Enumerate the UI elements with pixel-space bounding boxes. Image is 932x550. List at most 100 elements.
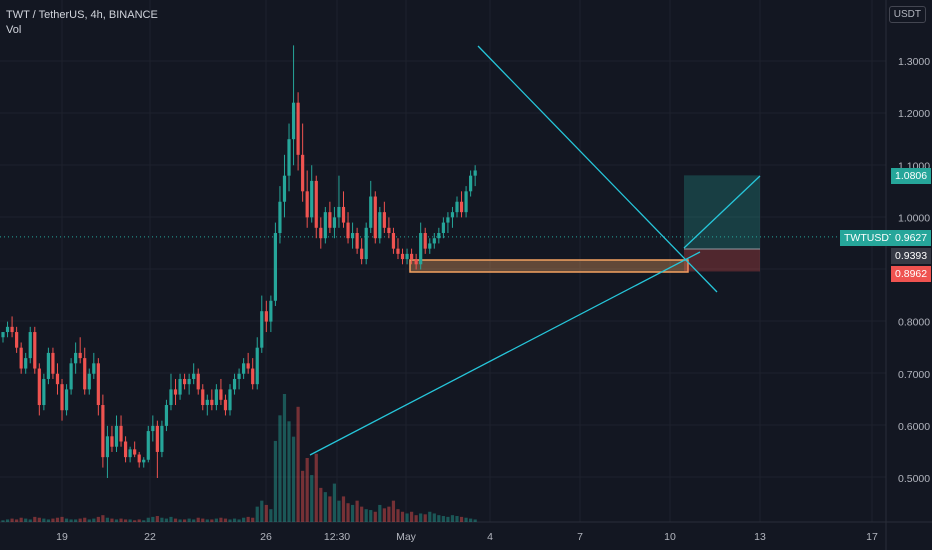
candle-body <box>219 389 223 400</box>
candle <box>355 227 359 254</box>
volume-bar <box>51 518 55 522</box>
candle-body <box>37 368 41 406</box>
volume-bar <box>423 514 427 522</box>
candle-body <box>341 206 346 223</box>
candle <box>128 446 132 463</box>
candle-body <box>373 196 377 239</box>
candle-body <box>128 449 132 458</box>
candle-body <box>33 332 37 369</box>
volume-bar <box>28 519 32 522</box>
candle-body <box>15 332 19 348</box>
candle-body <box>228 389 232 411</box>
current-price-label: 0.9627 <box>891 230 932 246</box>
target-price-label: 1.0806 <box>891 168 932 184</box>
candle-body <box>332 217 337 228</box>
volume-bar <box>15 519 19 522</box>
candle-body <box>355 233 359 249</box>
time-axis[interactable]: 19 22 26 12:30 May 4 7 10 13 17 <box>56 531 878 543</box>
price-tick-label: 0.5000 <box>898 473 930 485</box>
candle <box>187 373 191 395</box>
candle-body <box>369 196 373 228</box>
candle-body <box>110 436 114 447</box>
volume-bar <box>178 519 182 522</box>
volume-bar <box>210 519 214 522</box>
candle <box>92 352 96 379</box>
volume-label[interactable]: Vol <box>6 24 22 36</box>
volume-bar <box>441 516 445 522</box>
volume-bar <box>450 515 455 522</box>
volume-bar <box>123 519 128 522</box>
volume-bar <box>341 496 346 522</box>
candle-body <box>92 363 96 374</box>
volume-bars <box>1 394 477 522</box>
volume-bar <box>301 470 305 522</box>
volume-bar <box>192 519 196 522</box>
volume-bar <box>142 520 146 522</box>
candle <box>55 363 60 395</box>
candle <box>410 248 414 265</box>
candle <box>192 363 196 385</box>
candle <box>1 332 5 343</box>
candle-body <box>64 389 69 411</box>
volume-bar <box>232 518 237 522</box>
candle-body <box>119 425 123 442</box>
candle <box>337 175 341 228</box>
currency-button[interactable]: USDT <box>888 6 926 23</box>
candle <box>137 451 141 468</box>
candle-body <box>301 154 305 192</box>
time-tick-label: 17 <box>866 531 878 543</box>
volume-bar <box>55 517 60 522</box>
volume-bar <box>1 520 5 522</box>
candle-body <box>323 212 327 239</box>
volume-bar <box>464 517 468 522</box>
candle <box>178 373 182 400</box>
candle-body <box>437 233 441 239</box>
candle <box>414 253 418 270</box>
candle <box>473 165 477 187</box>
candle-body <box>151 425 155 432</box>
trendlines[interactable] <box>309 45 761 456</box>
candle <box>282 154 287 218</box>
support-trendline <box>309 251 701 456</box>
volume-bar <box>364 509 368 522</box>
candle-body <box>396 248 400 254</box>
candle-body <box>273 233 277 301</box>
candle-body <box>400 253 405 260</box>
candle <box>382 201 386 234</box>
volume-bar <box>110 518 114 522</box>
volume-bar <box>228 519 232 522</box>
volume-bar <box>323 492 327 522</box>
volume-bar <box>382 508 386 522</box>
volume-bar <box>378 504 382 522</box>
candle <box>360 238 364 265</box>
symbol-title[interactable]: TWT / TetherUS, 4h, BINANCE <box>6 9 158 21</box>
volume-bar <box>183 519 187 522</box>
stop-zone <box>684 249 760 272</box>
candle <box>96 358 100 416</box>
volume-bar <box>473 519 477 522</box>
volume-bar <box>96 516 100 522</box>
volume-bar <box>296 406 300 522</box>
candle-body <box>455 201 459 213</box>
candle-body <box>183 378 187 385</box>
candle <box>378 206 382 244</box>
candle <box>305 170 309 228</box>
time-tick-label: 26 <box>260 531 272 543</box>
volume-bar <box>405 513 409 522</box>
volume-bar <box>105 517 110 522</box>
candle <box>46 347 50 385</box>
candle-body <box>337 206 341 218</box>
price-tick-label: 1.0000 <box>898 212 930 224</box>
candle <box>369 180 373 234</box>
candle-body <box>446 217 450 223</box>
candle-body <box>382 212 386 228</box>
candle-body <box>169 389 173 406</box>
candle <box>323 206 327 244</box>
candle <box>273 222 277 306</box>
candle-body <box>210 399 214 406</box>
candle-body <box>19 347 23 369</box>
candle <box>246 352 250 374</box>
candle <box>255 337 259 390</box>
candle-body <box>51 352 55 374</box>
